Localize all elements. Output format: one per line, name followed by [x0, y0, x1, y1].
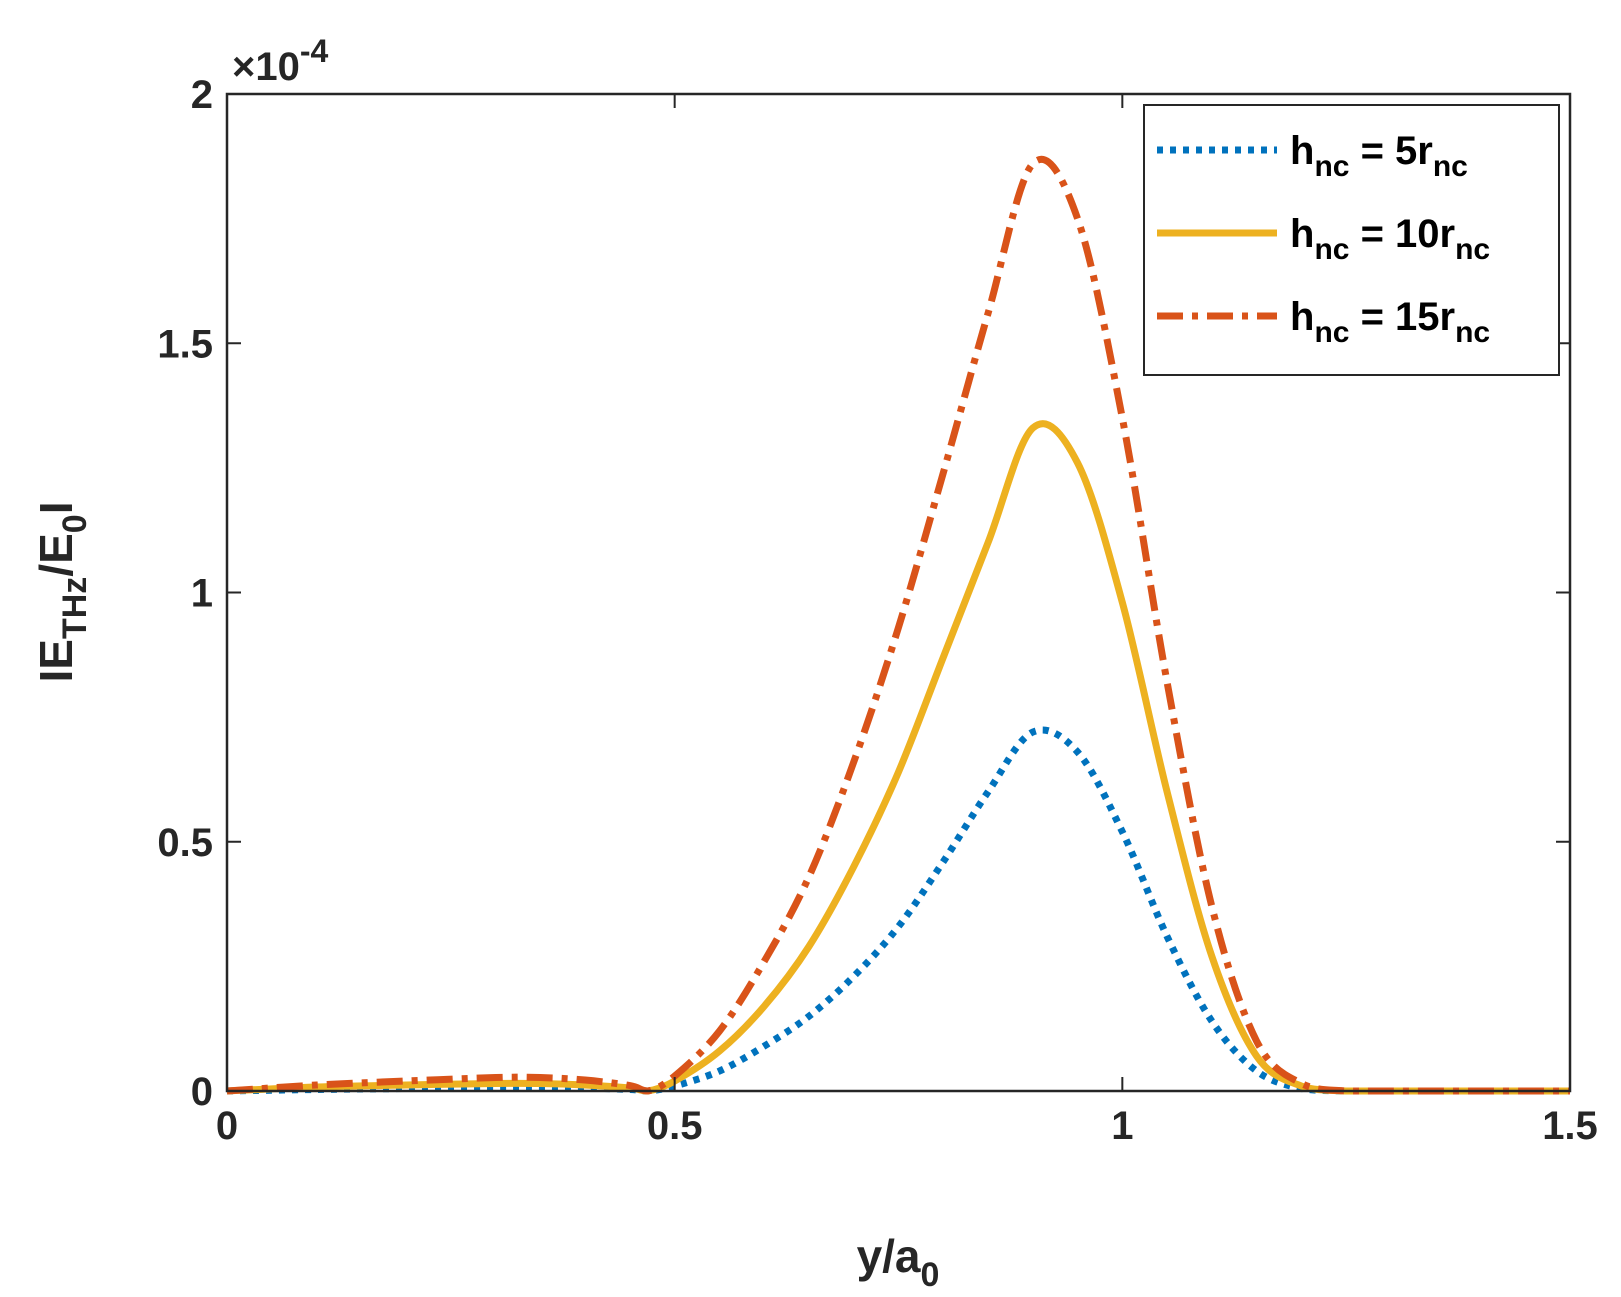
- x-axis-title-main: y/a: [857, 1230, 921, 1282]
- y-axis-title-p2: /E: [30, 533, 82, 576]
- series-layer: [226, 155, 1570, 1095]
- legend-label-1: hnc = 5rnc: [1290, 129, 1468, 183]
- y-axis-title-sub1: THz: [56, 577, 94, 639]
- y-axis-title-p3: I: [30, 502, 82, 515]
- y-axis-title-sub2: 0: [56, 514, 94, 533]
- legend-label-sub2: nc: [1433, 150, 1468, 183]
- legend-label-main: h: [1290, 295, 1314, 339]
- y-axis-title-p1: IE: [30, 639, 82, 682]
- y-tick-label: 2: [191, 73, 213, 117]
- legend-label-sub2: nc: [1455, 316, 1490, 349]
- exponent-prefix: ×10: [232, 45, 300, 89]
- legend-label-mid: = 15r: [1349, 295, 1455, 339]
- x-axis-title-sub: 0: [921, 1256, 940, 1294]
- exponent-power: -4: [300, 33, 329, 69]
- y-exponent-label: ×10-4: [232, 33, 329, 89]
- x-axis-title: y/a0: [857, 1230, 940, 1294]
- x-tick-label: 1: [1111, 1104, 1133, 1148]
- legend-label-2: hnc = 10rnc: [1290, 212, 1490, 266]
- legend-label-3: hnc = 15rnc: [1290, 295, 1490, 349]
- legend-label-mid: = 5r: [1349, 129, 1432, 173]
- y-axis-title: IETHz/E0I: [30, 502, 94, 683]
- y-tick-label: 0.5: [157, 821, 213, 865]
- x-tick-label: 1.5: [1542, 1104, 1598, 1148]
- legend-label-main: h: [1290, 212, 1314, 256]
- series-line-2: [226, 420, 1570, 1095]
- legend-label-sub: nc: [1314, 316, 1349, 349]
- legend-label-sub2: nc: [1455, 233, 1490, 266]
- series-line-3: [226, 155, 1570, 1095]
- y-tick-label: 1.5: [157, 322, 213, 366]
- legend-label-mid: = 10r: [1349, 212, 1455, 256]
- x-tick-label: 0.5: [647, 1104, 703, 1148]
- legend-label-sub: nc: [1314, 233, 1349, 266]
- series-line-1: [226, 726, 1570, 1095]
- legend-label-main: h: [1290, 129, 1314, 173]
- y-tick-label: 1: [191, 572, 213, 616]
- y-tick-label: 0: [191, 1070, 213, 1114]
- ticks-layer: 0 0.5 1 1.5 0 0.5 1 1.5 2: [157, 73, 1597, 1148]
- x-tick-label: 0: [216, 1104, 238, 1148]
- legend-label-sub: nc: [1314, 150, 1349, 183]
